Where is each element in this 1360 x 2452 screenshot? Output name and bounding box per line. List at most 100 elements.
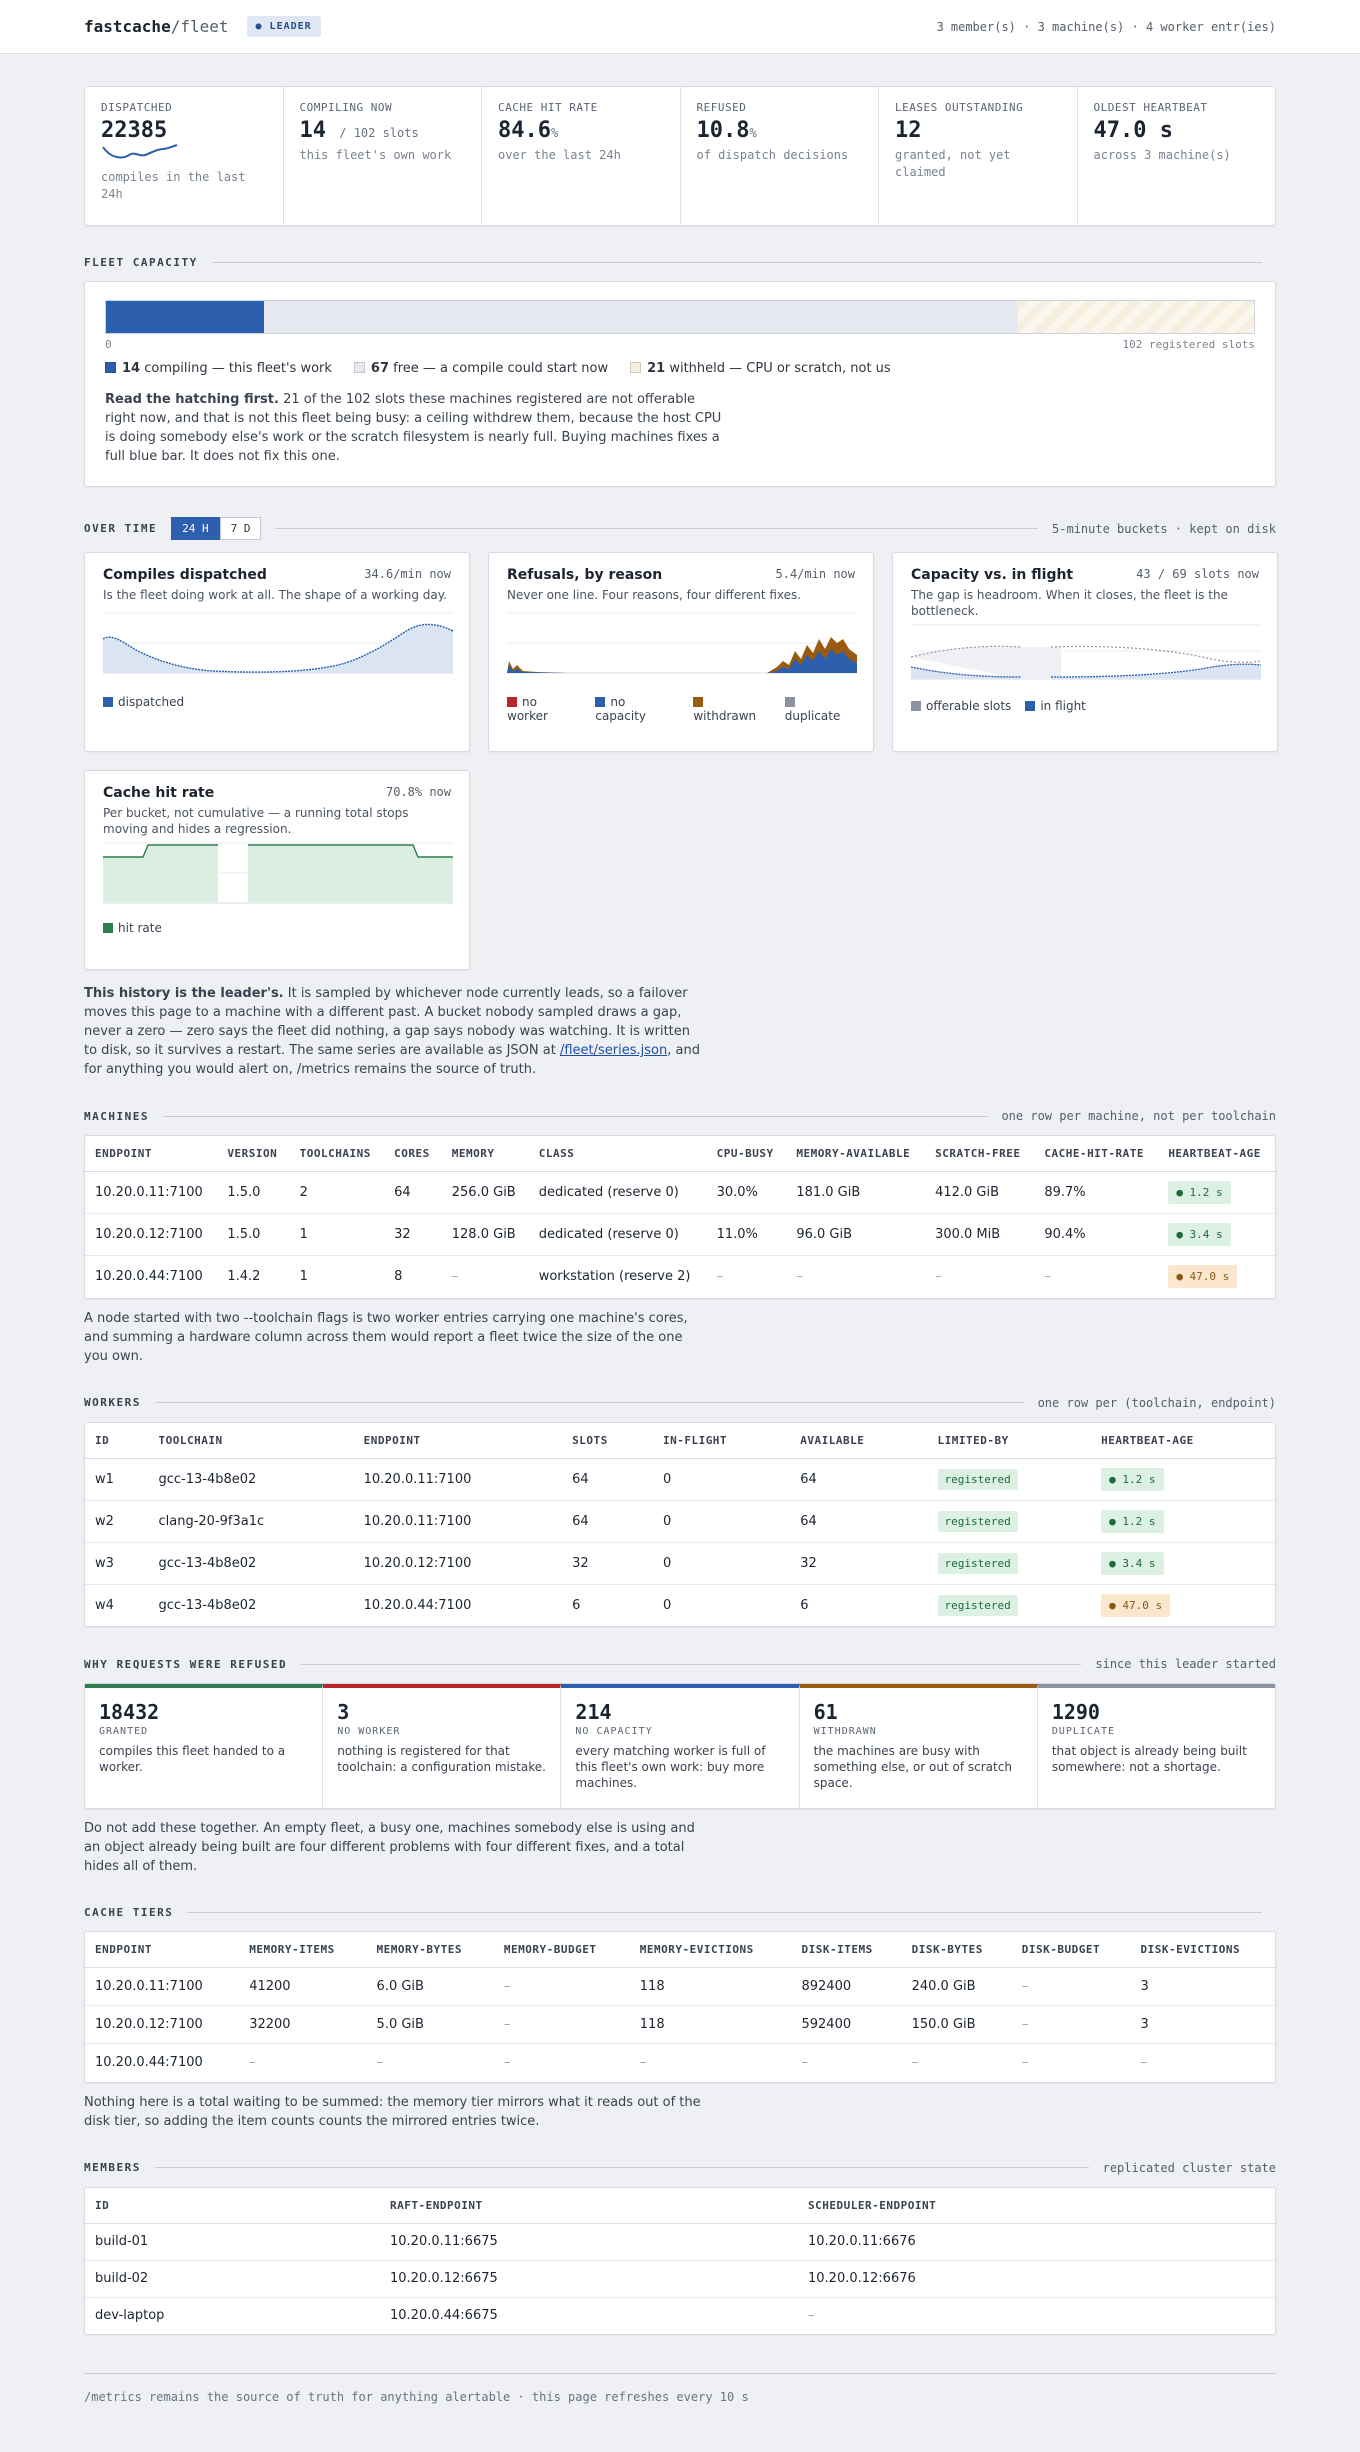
machines-table: ENDPOINT VERSION TOOLCHAINS CORES MEMORY… [84, 1135, 1276, 1299]
refusal-label: NO WORKER [337, 1726, 401, 1737]
section-header-workers: WORKERS one row per (toolchain, endpoint… [84, 1396, 1276, 1410]
chart-title: Capacity vs. in flight [911, 567, 1074, 583]
stat-value: 47.0 s [1094, 118, 1260, 143]
brand[interactable]: fastcache/fleet [84, 17, 229, 36]
cell-id: w1 [85, 1458, 149, 1501]
legend-label: in flight [1040, 699, 1086, 713]
cell-toolchain: gcc-13-4b8e02 [148, 1458, 354, 1501]
stat-unit: % [550, 126, 559, 140]
cell-endpoint: 10.20.0.12:7100 [85, 1213, 218, 1256]
cache-tiers-table: ENDPOINT MEMORY-ITEMS MEMORY-BYTES MEMOR… [84, 1931, 1276, 2083]
divider [154, 2167, 1089, 2168]
chart-desc: Per bucket, not cumulative — a running t… [103, 806, 409, 836]
limited-by-badge: registered [937, 1468, 1018, 1490]
column-header: MEMORY [441, 1136, 529, 1172]
cell-cpu-busy: 11.0% [706, 1213, 787, 1256]
cell: 118 [629, 1967, 792, 2006]
cell-available: 64 [790, 1500, 928, 1543]
scale-min: 0 [105, 338, 112, 351]
refusal-count: 61 [813, 1700, 838, 1724]
divider [154, 1402, 1024, 1403]
machines-footnote: A node started with two --toolchain flag… [84, 1310, 688, 1364]
column-header: MEMORY-ITEMS [239, 1932, 367, 1968]
cell: 150.0 GiB [901, 2005, 1012, 2044]
heartbeat-badge: ● 1.2 s [1101, 1509, 1164, 1533]
cell-memory: – [451, 1269, 459, 1285]
column-header: DISK-ITEMS [791, 1932, 902, 1968]
stat-cache-hit-rate: CACHE HIT RATE 84.6% over the last 24h [482, 87, 681, 225]
cell: – [808, 2308, 815, 2324]
legend-swatch [353, 362, 365, 373]
refusals-footnote: Do not add these together. An empty flee… [84, 1821, 695, 1874]
column-header: TOOLCHAINS [289, 1136, 385, 1172]
stat-label: CACHE HIT RATE [498, 101, 598, 114]
table-header-row: ID TOOLCHAIN ENDPOINT SLOTS IN-FLIGHT AV… [85, 1422, 1275, 1459]
history-note-lead: This history is the leader's. [84, 986, 284, 1001]
refusal-desc: compiles this fleet handed to a worker. [99, 1744, 286, 1774]
chart-plot [103, 842, 453, 904]
section-title: WORKERS [84, 1396, 141, 1409]
cell-endpoint: 10.20.0.11:7100 [353, 1458, 563, 1501]
legend-label: no worker [507, 695, 548, 723]
range-toggle: 24 H 7 D [171, 517, 262, 540]
table-row: 10.20.0.44:7100 – – – – – – – – [85, 2044, 1275, 2082]
range-24h-button[interactable]: 24 H [171, 517, 220, 540]
heartbeat-badge: ● 3.4 s [1168, 1223, 1231, 1246]
series-json-link[interactable]: /fleet/series.json [559, 1043, 668, 1058]
legend-item: hit rate [103, 921, 162, 935]
cell-limited-by: registered [927, 1542, 1092, 1585]
column-header: SLOTS [562, 1422, 653, 1459]
cell: 10.20.0.12:6675 [380, 2260, 798, 2298]
chart-capacity-vs-in-flight: Capacity vs. in flight 43 / 69 slots now … [892, 552, 1278, 752]
divider [275, 528, 1039, 529]
divider [211, 262, 1262, 263]
cell-id: w3 [85, 1542, 149, 1585]
chart-title: Refusals, by reason [507, 567, 663, 583]
stat-number: 12 [895, 118, 922, 143]
cell-heartbeat: ● 1.2 s [1091, 1458, 1275, 1501]
sparkline [102, 144, 178, 159]
refusal-desc: the machines are busy with something els… [813, 1744, 1012, 1790]
column-header: DISK-EVICTIONS [1130, 1932, 1275, 1968]
cell-in-flight: 0 [652, 1500, 791, 1543]
section-title: OVER TIME [84, 522, 158, 535]
stat-sub: across 3 machine(s) [1093, 148, 1231, 162]
cell: 10.20.0.12:7100 [85, 2005, 240, 2044]
capacity-withheld-segment [1017, 301, 1254, 333]
capacity-free-segment [263, 301, 1018, 333]
section-note: 5-minute buckets · kept on disk [1052, 521, 1276, 536]
legend-text: free — a compile could start now [393, 361, 609, 376]
chart-desc: The gap is headroom. When it closes, the… [911, 588, 1228, 618]
legend-label: hit rate [118, 921, 162, 935]
section-note: since this leader started [1095, 1657, 1276, 1671]
capacity-bar [105, 300, 1255, 334]
stat-sub: compiles in the last 24h [101, 170, 246, 201]
cell-memory-available: 181.0 GiB [786, 1171, 926, 1214]
range-7d-button[interactable]: 7 D [219, 517, 262, 540]
brand-suffix: /fleet [170, 17, 229, 36]
cell: 892400 [791, 1967, 902, 2006]
table-header-row: ENDPOINT MEMORY-ITEMS MEMORY-BYTES MEMOR… [85, 1932, 1275, 1968]
chart-legend: hit rate [103, 921, 451, 935]
top-bar: fastcache/fleet ● LEADER 3 member(s) · 3… [0, 0, 1360, 54]
column-header: ENDPOINT [85, 1932, 240, 1968]
table-header-row: ENDPOINT VERSION TOOLCHAINS CORES MEMORY… [85, 1136, 1275, 1172]
cell-scratch-free: 300.0 MiB [925, 1213, 1035, 1256]
cell-id: w4 [95, 1597, 114, 1613]
column-header: MEMORY-BUDGET [493, 1932, 630, 1968]
stat-refused: REFUSED 10.8% of dispatch decisions [681, 87, 879, 225]
chart-title: Cache hit rate [103, 785, 215, 801]
cell-limited-by: registered [928, 1584, 1092, 1626]
limited-by-badge: registered [937, 1510, 1018, 1532]
cell-slots: 32 [562, 1542, 653, 1585]
cell: 10.20.0.11:7100 [85, 1967, 240, 2006]
chart-cache-hit-rate: Cache hit rate 70.8% now Per bucket, not … [84, 770, 470, 970]
history-note-tail: , and for anything you would alert on, /… [84, 1043, 700, 1077]
refusal-label: NO CAPACITY [575, 1726, 653, 1737]
legend-label: no capacity [595, 695, 647, 723]
column-header: AVAILABLE [790, 1422, 928, 1459]
cell-toolchain: gcc-13-4b8e02 [158, 1597, 257, 1613]
legend-withheld: 21 withheld — CPU or scratch, not us [630, 361, 891, 376]
capacity-legend: 14 compiling — this fleet's work 67 free… [105, 361, 1255, 376]
legend-label: offerable slots [926, 699, 1012, 713]
